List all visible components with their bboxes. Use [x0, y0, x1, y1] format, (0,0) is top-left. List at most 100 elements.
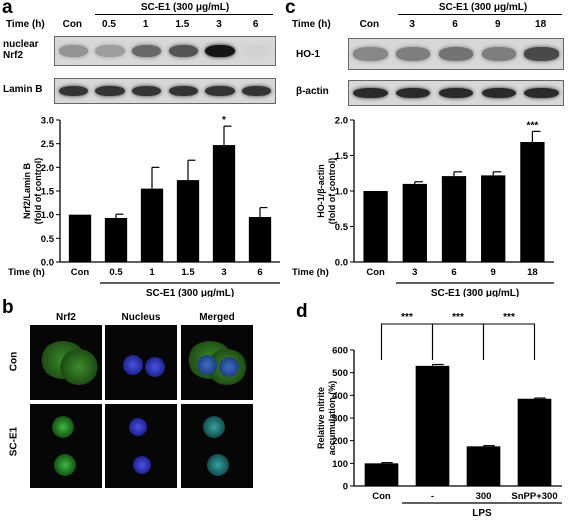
y-tick-label: 2.0 — [41, 163, 54, 174]
time-label: 1.5 — [175, 19, 190, 30]
laminb-blot — [54, 78, 276, 104]
col-header-merged: Merged — [199, 312, 235, 323]
bar — [517, 398, 552, 486]
bar — [68, 214, 92, 262]
blot-band — [242, 85, 272, 97]
bar — [104, 217, 128, 262]
row-header-con: Con — [8, 351, 20, 372]
bar — [364, 463, 399, 486]
x-axis-prefix: Time (h) — [292, 267, 329, 278]
time-label: Con — [359, 19, 380, 30]
y-tick-label: 0.0 — [335, 258, 348, 269]
panel-a-letter: a — [2, 0, 13, 18]
y-tick-label: 400 — [332, 391, 348, 402]
panel-a-laminb-label: Lamin B — [3, 84, 43, 95]
x-tick-label: 300 — [476, 491, 492, 502]
x-tick-label: 0.5 — [109, 267, 123, 278]
x-tick-label: Con — [71, 267, 90, 278]
panel-c-letter: c — [285, 0, 296, 18]
blot-band — [58, 85, 88, 97]
panel-a-treatment-label: SC-E1 (300 μg/mL) — [140, 2, 230, 13]
time-label: 0.5 — [102, 19, 116, 30]
bar — [212, 145, 236, 262]
significance-label: *** — [452, 312, 464, 323]
blot-band — [58, 44, 88, 58]
bar — [363, 191, 388, 262]
micrograph-con-nrf2 — [30, 325, 102, 400]
actin-blot — [348, 80, 564, 106]
y-tick-label: 100 — [332, 459, 348, 470]
y-tick-label: 600 — [332, 346, 348, 357]
group-label: LPS — [472, 508, 492, 519]
time-label: 3 — [409, 19, 415, 30]
bar — [176, 180, 200, 262]
y-axis-label: accumulation (%) — [327, 381, 337, 456]
x-tick-label: 1.5 — [181, 267, 195, 278]
time-label: 18 — [535, 19, 547, 30]
micrograph-sce1-nrf2 — [30, 404, 102, 488]
panel-d-letter: d — [296, 301, 308, 322]
nrf2-bar-chart: 0.0 0.5 1.0 1.5 2.0 2.5 3.0 Nrf2/Lamin B (fold o… — [8, 115, 280, 297]
y-tick-label: 500 — [332, 368, 348, 379]
time-label: 3 — [216, 19, 222, 30]
significance-label: * — [222, 115, 226, 126]
blot-band — [481, 87, 516, 99]
time-label: 6 — [452, 19, 458, 30]
y-tick-label: 2.5 — [41, 139, 55, 150]
x-tick-label: Con — [366, 267, 385, 278]
panel-a-treatment-line — [95, 14, 273, 15]
time-label: 1 — [142, 19, 149, 30]
blot-band — [132, 85, 162, 97]
x-tick-label: 6 — [451, 267, 456, 278]
blot-band — [132, 44, 162, 58]
x-tick-label: 1 — [149, 267, 155, 278]
blot-band — [242, 44, 272, 58]
blot-band — [168, 44, 198, 58]
blot-band — [205, 44, 235, 58]
blot-band — [438, 47, 474, 61]
y-tick-label: 1.5 — [335, 151, 349, 162]
blot-band — [396, 87, 431, 99]
bar — [466, 446, 501, 486]
x-tick-label: - — [431, 491, 434, 502]
blot-band — [438, 87, 474, 99]
bar — [520, 142, 545, 262]
col-header-nucleus: Nucleus — [121, 312, 161, 323]
significance-label: *** — [527, 120, 539, 131]
blot-band — [353, 47, 388, 61]
row-header-sce1: SC-E1 — [8, 426, 20, 457]
bar — [402, 183, 427, 262]
time-label: Con — [62, 19, 83, 30]
col-header-nrf2: Nrf2 — [55, 312, 76, 323]
x-axis-prefix: Time (h) — [8, 267, 45, 278]
blot-band — [205, 85, 235, 97]
x-tick-label: Con — [372, 491, 391, 502]
group-label: SC-E1 (300 μg/mL) — [146, 288, 234, 297]
y-tick-label: 0.0 — [41, 258, 54, 269]
blot-band — [524, 47, 559, 61]
panel-a-time-label: Time (h) — [6, 19, 45, 30]
y-tick-label: 0 — [343, 482, 348, 493]
bar — [248, 217, 272, 262]
panel-c-time-label: Time (h) — [292, 19, 331, 30]
x-tick-label: 3 — [412, 267, 417, 278]
time-label: 6 — [252, 19, 259, 30]
panel-b-letter: b — [2, 297, 14, 318]
panel-c-treatment-label: SC-E1 (300 μg/mL) — [438, 2, 528, 13]
blot-band — [168, 85, 198, 97]
y-axis-label: Nrf2/Lamin B — [22, 162, 32, 219]
significance-bracket — [482, 323, 536, 360]
blot-band — [95, 44, 125, 58]
panel-c-treatment-line — [398, 14, 562, 15]
y-tick-label: 200 — [332, 436, 348, 447]
y-tick-label: 2.0 — [335, 116, 348, 127]
x-tick-label: 3 — [221, 267, 226, 278]
blot-band — [396, 47, 431, 61]
bar — [140, 188, 164, 262]
significance-label: *** — [401, 312, 413, 323]
bar — [441, 176, 467, 262]
x-tick-label: 9 — [491, 267, 496, 278]
y-axis-label: HO-1/β-actin — [316, 164, 326, 218]
panel-c-actin-label: β-actin — [296, 86, 329, 97]
group-label: SC-E1 (300 μg/mL) — [431, 288, 519, 297]
